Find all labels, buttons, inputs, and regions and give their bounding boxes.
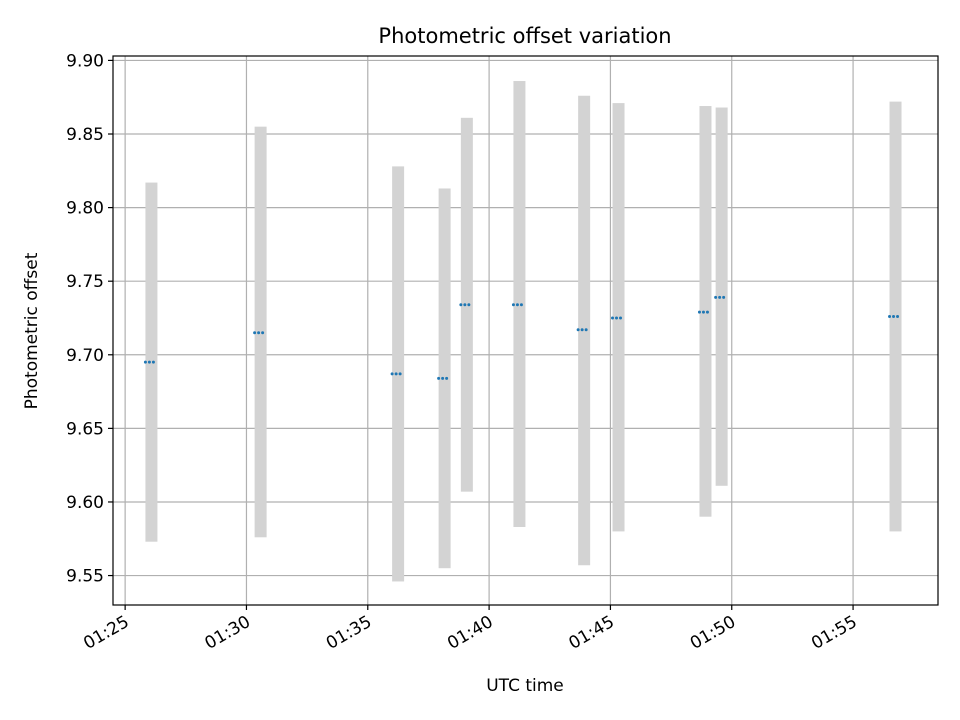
error-bar	[145, 182, 158, 542]
error-bar	[438, 188, 451, 569]
error-bar	[612, 103, 625, 532]
y-tick-label: 9.55	[66, 567, 104, 587]
y-tick-label: 9.80	[66, 199, 104, 219]
y-tick-label: 9.90	[66, 51, 104, 71]
error-bar	[889, 101, 902, 532]
plot-frame	[112, 55, 939, 606]
chart-title: Photometric offset variation	[378, 24, 671, 48]
x-axis-label: UTC time	[486, 676, 564, 696]
y-axis-ticks: 9.55 9.60 9.65 9.70 9.75 9.80 9.85 9.90	[66, 51, 113, 587]
y-axis-label: Photometric offset	[22, 252, 42, 409]
error-bar	[578, 95, 591, 566]
grid	[113, 56, 938, 605]
y-tick-label: 9.70	[66, 346, 104, 366]
y-tick-label: 9.65	[66, 419, 104, 439]
error-bar	[460, 117, 473, 492]
y-tick-label: 9.85	[66, 125, 104, 145]
y-tick-label: 9.75	[66, 272, 104, 292]
error-bar	[254, 126, 267, 538]
error-bars	[145, 81, 902, 582]
y-tick-label: 9.60	[66, 493, 104, 513]
error-bar	[699, 106, 712, 517]
error-bar	[513, 81, 526, 527]
error-bar	[715, 107, 728, 486]
error-bar	[392, 166, 405, 582]
